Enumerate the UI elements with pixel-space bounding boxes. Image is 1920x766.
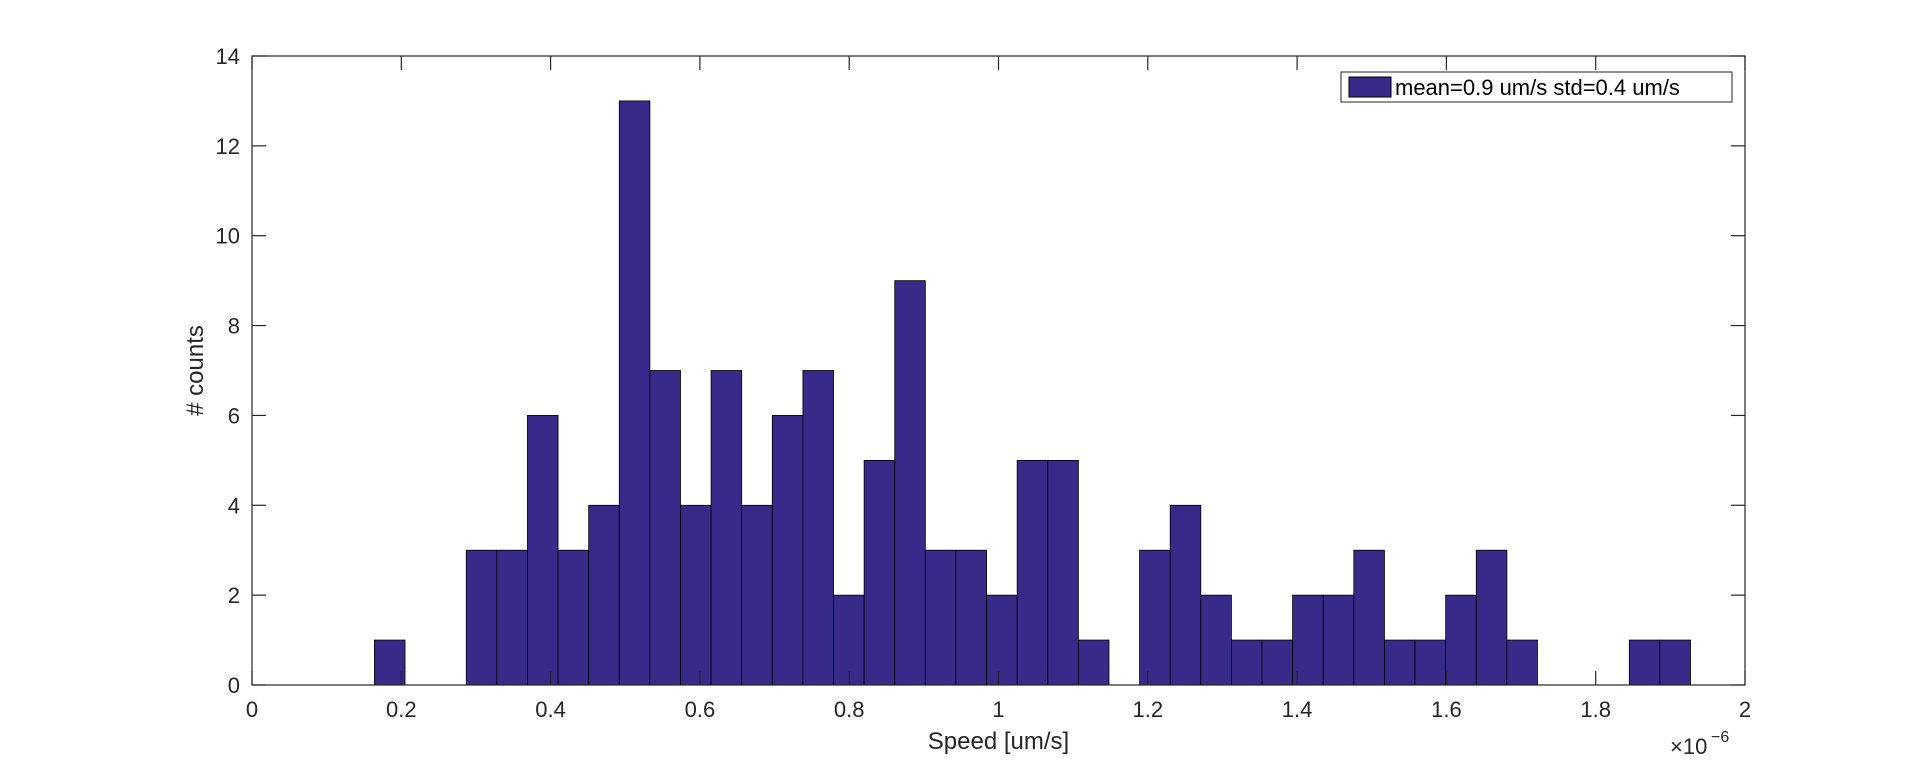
x-tick-label: 0.8 [834,697,865,722]
histogram-bar [1047,459,1079,686]
histogram-bar [1292,594,1324,686]
histogram-bar [1506,639,1538,686]
x-axis-exponent: ×10 −6 [1670,729,1729,759]
histogram-bar [527,415,559,686]
histogram-bar [741,504,773,686]
histogram-bar [588,504,620,686]
histogram-bar [1628,639,1661,686]
legend-box [1340,71,1733,103]
histogram-bar [1322,594,1355,686]
histogram-bar [863,459,896,686]
histogram-bar [1414,639,1447,686]
x-tick-label: 0.2 [386,697,417,722]
y-tick-label: 6 [228,403,240,428]
histogram-bar [1475,549,1508,686]
y-tick-label: 8 [228,314,240,339]
x-tick-label: 1.6 [1431,697,1462,722]
histogram-bar [1231,639,1263,686]
histogram-bar [1200,594,1232,686]
histogram-bar [1659,639,1691,686]
y-tick-label: 14 [216,44,240,69]
histogram-bar [771,415,804,686]
bars-group [374,100,1691,686]
histogram-bar [465,549,498,686]
x-tick-labels: 0 0.2 0.4 0.6 0.8 1 1.2 1.4 1.6 1.8 2 [246,697,1751,722]
legend-label: mean=0.9 um/s std=0.4 um/s [1395,75,1680,100]
histogram-bar [986,594,1018,686]
x-exponent-power: −6 [1711,729,1729,746]
legend: mean=0.9 um/s std=0.4 um/s [1340,71,1733,103]
x-tick-label: 1.8 [1580,697,1611,722]
histogram-bar [924,549,957,686]
x-tick-label: 0.6 [685,697,716,722]
x-tick-label: 1.4 [1282,697,1313,722]
x-tick-label: 1.2 [1133,697,1164,722]
ticks-group [251,55,1746,686]
histogram-bar [955,549,987,686]
histogram-bar [649,370,681,686]
x-axis-title: Speed [um/s] [928,728,1069,755]
x-exponent-base: ×10 [1670,734,1707,759]
y-tick-label: 2 [228,583,240,608]
histogram-bar [680,504,712,686]
x-tick-label: 0 [246,697,258,722]
histogram-bar [374,639,406,686]
histogram-bar [894,280,926,686]
histogram-bar [1139,549,1171,686]
histogram-bar [1445,594,1477,686]
y-tick-label: 10 [216,224,240,249]
legend-swatch [1348,76,1392,98]
histogram-bar [1261,639,1294,686]
histogram-bar [1169,504,1202,686]
histogram-bar [1384,639,1416,686]
y-tick-label: 12 [216,134,240,159]
histogram-bar [557,549,590,686]
y-tick-label: 0 [228,673,240,698]
histogram-bar [802,370,834,686]
histogram-bar [710,370,743,686]
x-tick-label: 1 [992,697,1004,722]
y-axis-title: # counts [182,325,209,416]
x-tick-label: 0.4 [535,697,566,722]
histogram-bar [833,594,865,686]
y-tick-label: 4 [228,493,240,518]
x-tick-label: 2 [1739,697,1751,722]
histogram-bar [1353,549,1385,686]
y-tick-labels: 0 2 4 6 8 10 12 14 [216,44,240,698]
histogram-bar [618,100,651,686]
histogram-bar [1016,459,1049,686]
histogram-bar [496,549,528,686]
histogram-bar [1077,639,1110,686]
